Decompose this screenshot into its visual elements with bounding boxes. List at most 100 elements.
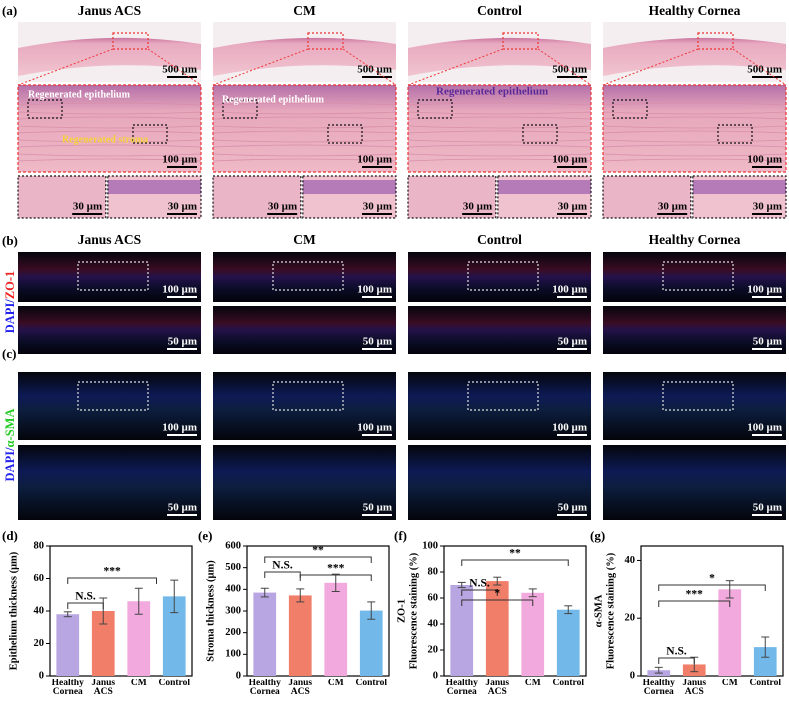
zoom-box xyxy=(612,99,648,119)
y-tick-label: 0 xyxy=(236,670,241,681)
sig-bracket xyxy=(461,599,534,606)
panel-label: (b) xyxy=(2,233,18,248)
x-tick-label: Healthy Cornea xyxy=(642,679,675,697)
he-tissue xyxy=(408,37,591,76)
he-fiber xyxy=(602,125,787,129)
zoom-box xyxy=(212,84,397,173)
x-tick-label: CM xyxy=(130,679,147,688)
scale-label: 30 µm xyxy=(463,201,492,213)
zoom-box xyxy=(407,84,592,173)
annotation: Regenerated epithelium xyxy=(222,94,325,105)
column-title: Control xyxy=(477,3,522,18)
y-tick-label: 40 xyxy=(625,555,636,566)
annotation: Regenerated stroma xyxy=(62,134,148,145)
bar xyxy=(91,611,115,676)
zoom-box xyxy=(107,175,202,219)
he-fiber xyxy=(17,144,202,148)
x-tick-label: Healthy Cornea xyxy=(51,679,84,697)
x-tick-label: Control xyxy=(552,679,585,688)
he-fiber xyxy=(212,130,397,134)
y-tick-label: 0 xyxy=(630,670,635,681)
y-tick-label: 60 xyxy=(428,592,439,603)
x-tick-label: Janus ACS xyxy=(288,679,312,697)
bar xyxy=(718,589,742,676)
panel-label: (a) xyxy=(2,3,17,18)
y-tick-label: 40 xyxy=(428,618,439,629)
fluorescence-overview xyxy=(213,372,396,440)
he-fiber xyxy=(17,116,202,120)
x-tick-label: Janus ACS xyxy=(485,679,510,697)
scale-label: 500 µm xyxy=(552,64,587,76)
scale-label: 50 µm xyxy=(168,336,197,348)
x-tick-label: Janus ACS xyxy=(682,679,707,697)
zoom-box xyxy=(602,84,787,173)
significance: * xyxy=(709,573,715,585)
fluorescence-overview xyxy=(408,372,591,440)
y-tick-label: 20 xyxy=(34,638,45,649)
bar xyxy=(288,595,312,676)
scale-label: 100 µm xyxy=(162,422,197,434)
zoom-box xyxy=(497,175,592,219)
sig-bracket xyxy=(461,559,569,566)
y-tick-label: 40 xyxy=(34,605,45,616)
sig-bracket xyxy=(658,584,766,591)
column-title: Janus ACS xyxy=(78,232,141,247)
zoom-box xyxy=(77,381,149,411)
he-epi xyxy=(692,180,786,194)
sig-bracket xyxy=(658,657,695,664)
bar xyxy=(359,610,383,676)
scale-label: 30 µm xyxy=(73,201,102,213)
zoom-box xyxy=(132,124,168,144)
x-tick-label: Control xyxy=(552,679,585,688)
fluorescence-overview xyxy=(408,252,591,302)
he-fiber xyxy=(407,102,592,106)
panel-label: (f) xyxy=(394,528,407,543)
fluorescence-zoom xyxy=(213,306,396,354)
scale-label: 500 µm xyxy=(162,64,197,76)
column-title: Janus ACS xyxy=(78,3,141,18)
he-detail xyxy=(603,176,691,218)
scale-label: 100 µm xyxy=(552,154,587,166)
zoom-box xyxy=(692,175,787,219)
fluorescence-zoom xyxy=(603,306,786,354)
y-tick-label: 100 xyxy=(422,540,438,551)
he-fiber xyxy=(212,111,397,115)
x-tick-label: CM xyxy=(525,679,541,688)
x-tick-label: Janus ACS xyxy=(682,679,707,697)
scale-label: 100 µm xyxy=(357,284,392,296)
significance: N.S. xyxy=(666,646,687,658)
x-tick-label: Control xyxy=(356,679,388,688)
he-fiber xyxy=(602,116,787,120)
panel-label: (d) xyxy=(2,528,18,543)
y-tick-label: 80 xyxy=(34,540,45,551)
zoom-box xyxy=(112,32,149,50)
sig-bracket xyxy=(299,574,372,581)
zoom-box xyxy=(717,124,753,144)
scale-label: 500 µm xyxy=(357,64,392,76)
bar xyxy=(253,592,277,676)
guide xyxy=(147,48,202,86)
he-tissue xyxy=(18,37,201,76)
guide xyxy=(17,48,114,86)
he-fiber xyxy=(212,153,397,157)
zoom-box xyxy=(502,32,539,50)
he-fiber xyxy=(407,144,592,148)
panel-label: (g) xyxy=(590,528,605,543)
fluorescence-overview xyxy=(213,252,396,302)
x-tick-label: Control xyxy=(158,679,191,688)
sig-bracket xyxy=(67,602,104,609)
zoom-box xyxy=(407,175,497,219)
x-tick-label: CM xyxy=(721,679,738,688)
zoom-box xyxy=(27,99,63,119)
guide xyxy=(407,48,504,86)
x-tick-label: Control xyxy=(749,679,782,688)
he-fiber xyxy=(602,102,787,106)
fluorescence-zoom xyxy=(18,445,201,520)
annotation: Regenerated epithelium xyxy=(436,86,548,98)
guide xyxy=(602,48,699,86)
he-fiber xyxy=(212,102,397,106)
scale-label: 500 µm xyxy=(747,64,782,76)
zoom-box xyxy=(327,124,363,144)
guide xyxy=(732,48,787,86)
